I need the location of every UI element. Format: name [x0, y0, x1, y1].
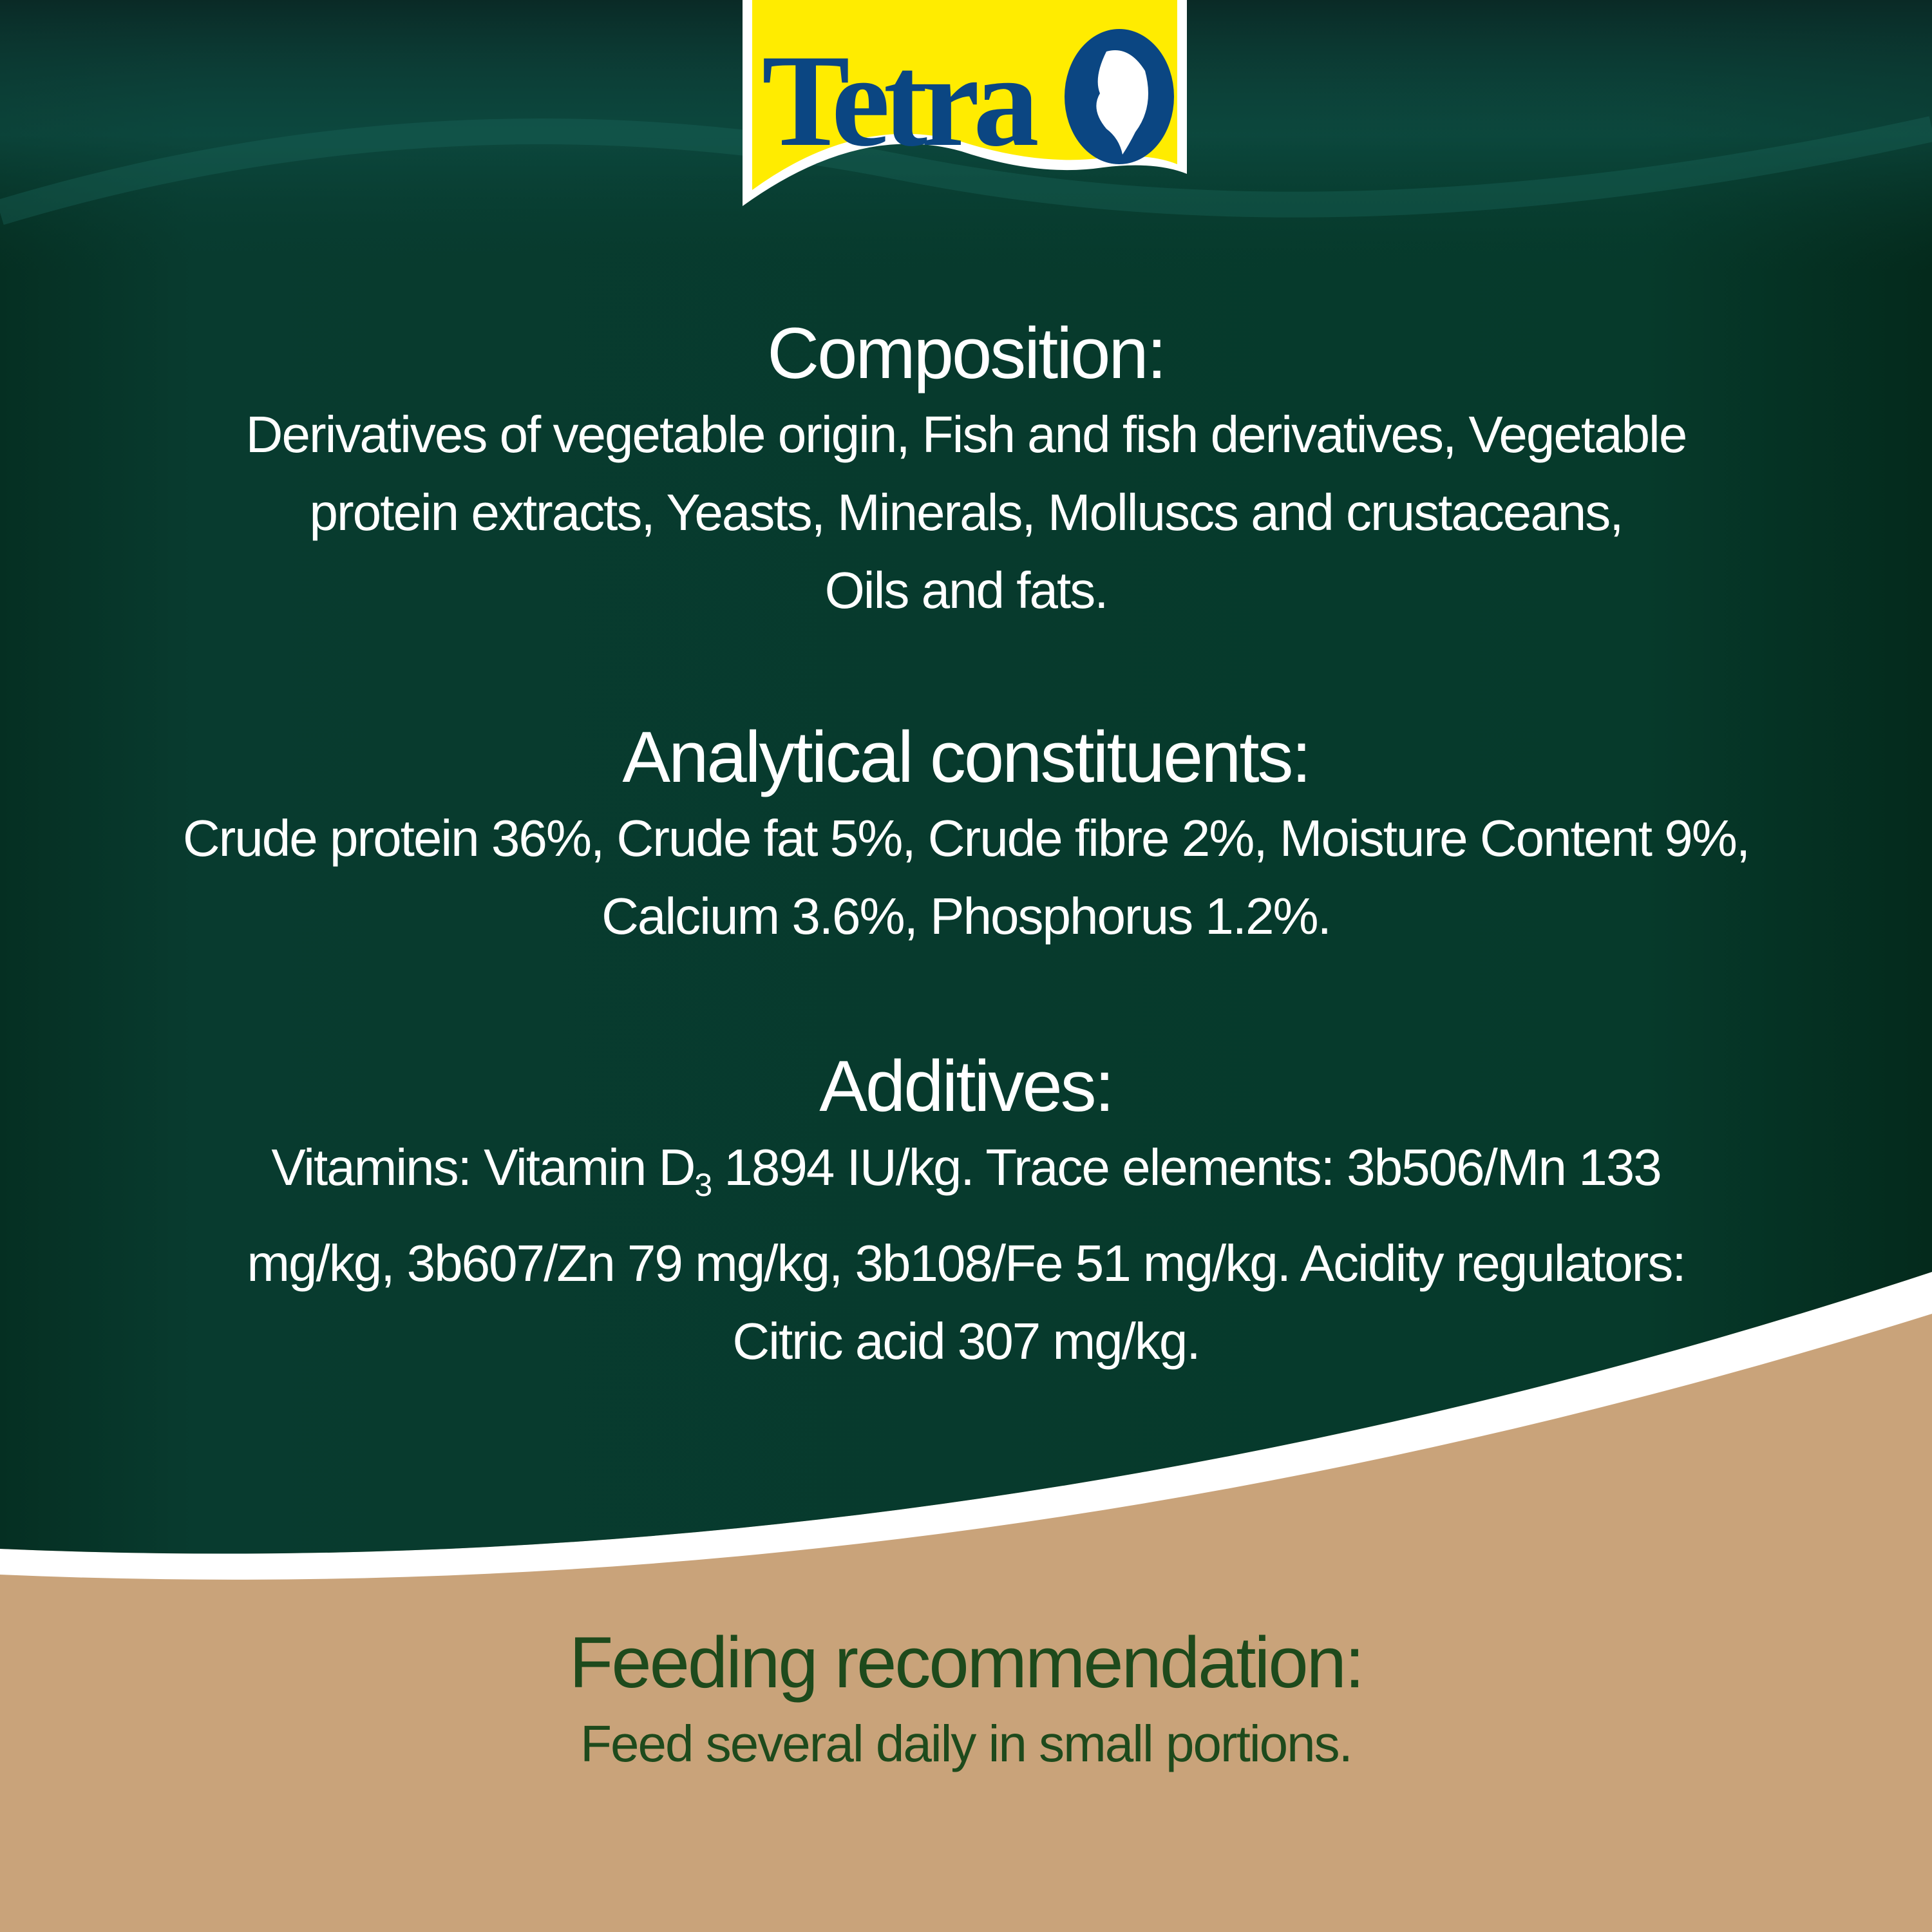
analytical-line: Crude protein 36%, Crude fat 5%, Crude f…	[182, 810, 1750, 867]
additives-line: Vitamins: Vitamin D3 1894 IU/kg. Trace e…	[271, 1139, 1662, 1203]
additives-line: mg/kg, 3b607/Zn 79 mg/kg, 3b108/Fe 51 mg…	[247, 1235, 1686, 1292]
svg-text:Tetra: Tetra	[762, 28, 1037, 174]
feeding-section: Feeding recommendation: Feed several dai…	[0, 1621, 1932, 1783]
tetra-logo: Tetra	[743, 0, 1187, 206]
composition-line: Oils and fats.	[824, 562, 1109, 619]
green-panel	[0, 0, 1932, 1554]
fish-icon	[1096, 50, 1148, 155]
white-wave-band	[0, 1272, 1932, 1580]
analytical-title: Analytical constituents:	[622, 717, 1311, 797]
analytical-line: Calcium 3.6%, Phosphorus 1.2%.	[601, 887, 1332, 945]
additives-section: Additives: Vitamins: Vitamin D3 1894 IU/…	[0, 1045, 1932, 1380]
analytical-section: Analytical constituents: Crude protein 3…	[0, 715, 1932, 955]
feeding-text: Feed several daily in small portions.	[580, 1715, 1353, 1772]
composition-section: Composition: Derivatives of vegetable or…	[0, 312, 1932, 629]
feeding-title: Feeding recommendation:	[569, 1622, 1365, 1703]
composition-title: Composition:	[767, 313, 1167, 393]
composition-line: Derivatives of vegetable origin, Fish an…	[245, 406, 1688, 463]
composition-line: protein extracts, Yeasts, Minerals, Moll…	[309, 484, 1624, 541]
additives-line: Citric acid 307 mg/kg.	[732, 1312, 1200, 1370]
additives-title: Additives:	[819, 1046, 1115, 1126]
